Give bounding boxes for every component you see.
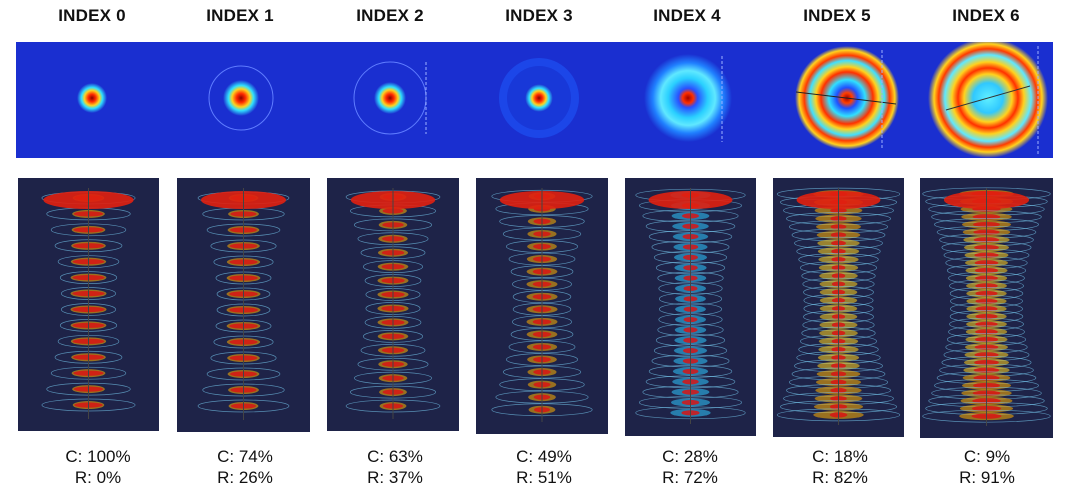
r-value-2: R: 37%	[367, 468, 423, 487]
beam-spot-0	[77, 83, 107, 113]
index-header-2: INDEX 2	[356, 6, 424, 25]
beam-3d-svg-4	[625, 178, 756, 436]
beam-spot-6	[928, 38, 1048, 158]
beam-3d-svg-6	[920, 178, 1053, 438]
beam-3d-svg-0	[18, 178, 159, 431]
index-header-1: INDEX 1	[206, 6, 274, 25]
c-value-2: C: 63%	[367, 447, 423, 466]
c-value-0: C: 100%	[65, 447, 131, 466]
beam-profile-strip	[16, 38, 1053, 158]
beam-3d-panel-0	[18, 178, 159, 431]
index-header-4: INDEX 4	[653, 6, 721, 25]
index-header-0: INDEX 0	[58, 6, 126, 25]
c-value-6: C: 9%	[963, 447, 1011, 466]
caption-0: C: 100% R: 0%	[28, 446, 168, 488]
c-value-4: C: 28%	[662, 447, 718, 466]
caption-4: C: 28% R: 72%	[620, 446, 760, 488]
index-header-6: INDEX 6	[952, 6, 1020, 25]
r-value-0: R: 0%	[74, 468, 122, 487]
beam-3d-panel-5	[773, 178, 904, 437]
beam-3d-svg-3	[476, 178, 608, 434]
index-header-3: INDEX 3	[505, 6, 573, 25]
beam-ring-1	[208, 65, 274, 131]
beam-spot-1	[223, 80, 259, 116]
beam-profile-svg	[77, 38, 1048, 158]
beam-3d-svg-1	[177, 178, 310, 432]
caption-1: C: 74% R: 26%	[175, 446, 315, 488]
beam-3d-svg-2	[327, 178, 459, 431]
c-value-3: C: 49%	[516, 447, 572, 466]
index-header-5: INDEX 5	[803, 6, 871, 25]
beam-spot-3	[525, 84, 553, 112]
caption-3: C: 49% R: 51%	[474, 446, 614, 488]
c-value-5: C: 18%	[812, 447, 868, 466]
caption-6: C: 9% R: 91%	[917, 446, 1057, 488]
beam-3d-panel-2	[327, 178, 459, 431]
beam-spot-2	[374, 82, 406, 114]
caption-2: C: 63% R: 37%	[325, 446, 465, 488]
beam-3d-panel-1	[177, 178, 310, 432]
beam-3d-panel-4	[625, 178, 756, 436]
r-value-6: R: 91%	[959, 468, 1015, 487]
c-value-1: C: 74%	[217, 447, 273, 466]
beam-3d-svg-5	[773, 178, 904, 437]
caption-5: C: 18% R: 82%	[770, 446, 910, 488]
r-value-1: R: 26%	[217, 468, 273, 487]
beam-3d-panel-6	[920, 178, 1053, 438]
r-value-4: R: 72%	[662, 468, 718, 487]
r-value-3: R: 51%	[516, 468, 572, 487]
beam-3d-panel-3	[476, 178, 608, 434]
beam-spot-4	[644, 54, 732, 142]
r-value-5: R: 82%	[812, 468, 868, 487]
